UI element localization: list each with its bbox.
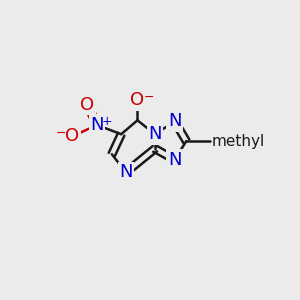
Text: N: N: [119, 163, 133, 181]
Text: +: +: [102, 115, 112, 128]
Text: −: −: [143, 91, 154, 104]
Text: N: N: [168, 151, 182, 169]
Text: N: N: [148, 125, 162, 143]
Text: N: N: [168, 112, 182, 130]
Text: O: O: [130, 91, 145, 109]
Text: −: −: [56, 127, 66, 140]
Text: O: O: [80, 96, 94, 114]
Text: N: N: [90, 116, 104, 134]
Text: methyl: methyl: [212, 134, 265, 148]
Text: O: O: [65, 128, 80, 146]
